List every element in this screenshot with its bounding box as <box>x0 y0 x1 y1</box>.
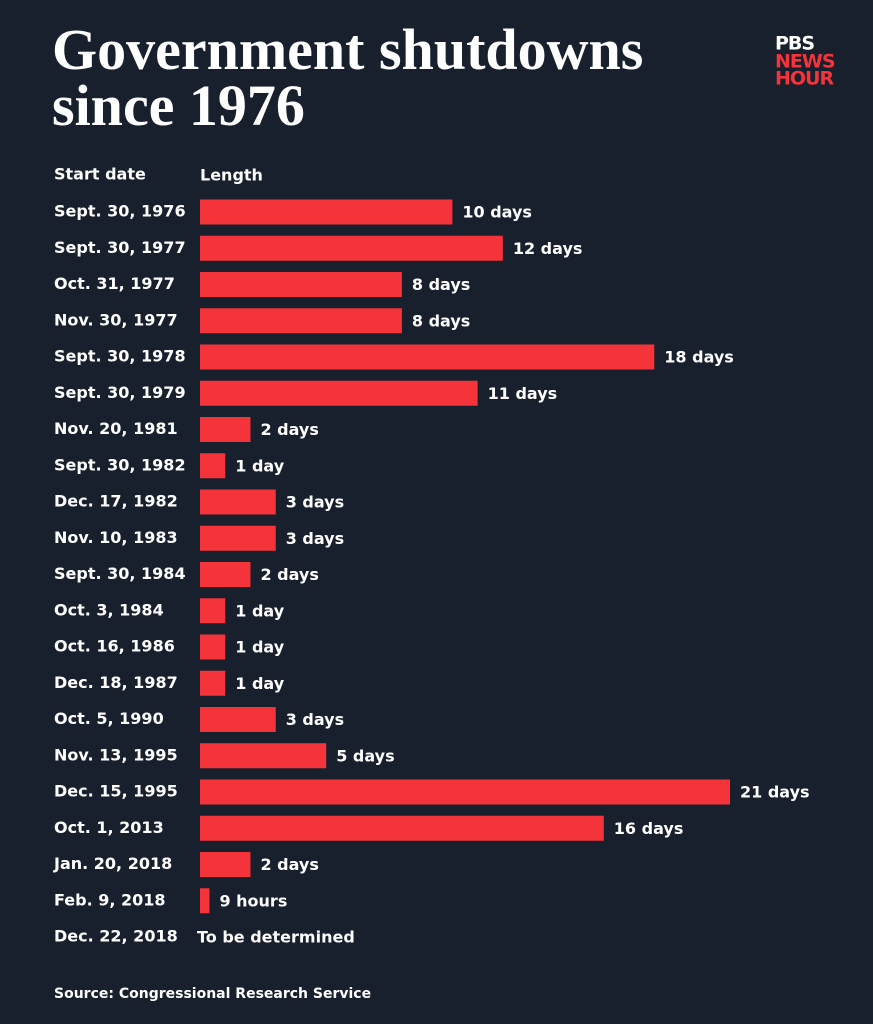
bar <box>200 888 210 914</box>
category-label: Dec. 17, 1982 <box>54 492 178 511</box>
bar <box>200 380 478 406</box>
category-label: Sept. 30, 1977 <box>54 238 186 257</box>
value-label: 8 days <box>412 275 470 294</box>
value-label: 12 days <box>513 239 583 258</box>
bar <box>200 235 503 261</box>
bar <box>200 308 402 334</box>
value-label: 2 days <box>260 855 318 874</box>
category-label: Nov. 30, 1977 <box>54 310 178 329</box>
value-label: 11 days <box>488 384 558 403</box>
category-label: Nov. 13, 1995 <box>54 745 178 764</box>
value-label: 1 day <box>235 638 284 657</box>
value-label: 9 hours <box>219 891 287 910</box>
bar <box>200 489 276 515</box>
category-label: Oct. 1, 2013 <box>54 818 164 837</box>
value-label: 1 day <box>235 456 284 475</box>
category-label: Sept. 30, 1979 <box>54 383 186 402</box>
value-label: 1 day <box>235 601 284 620</box>
value-label: 3 days <box>286 493 344 512</box>
bar <box>200 453 226 479</box>
category-label: Oct. 31, 1977 <box>54 274 175 293</box>
bar <box>200 272 402 297</box>
value-label: 2 days <box>260 565 318 584</box>
value-label: 5 days <box>336 746 394 765</box>
category-label: Jan. 20, 2018 <box>53 854 172 873</box>
bar <box>200 525 276 551</box>
category-label: Sept. 30, 1976 <box>54 202 186 221</box>
bar <box>200 815 604 841</box>
logo: PBS <box>775 33 814 55</box>
category-label: Sept. 30, 1978 <box>54 347 186 366</box>
category-label: Feb. 9, 2018 <box>54 890 166 909</box>
value-label: 18 days <box>664 348 734 367</box>
logo: NEWS <box>775 51 835 73</box>
value-label: 10 days <box>462 203 532 222</box>
category-label: Nov. 20, 1981 <box>54 419 178 438</box>
value-label: 3 days <box>286 710 344 729</box>
bar <box>200 779 730 805</box>
category-label: Sept. 30, 1982 <box>54 455 186 474</box>
category-label: Dec. 18, 1987 <box>54 673 178 692</box>
bar <box>200 670 226 696</box>
chart-title: Government shutdowns since 1976 <box>52 17 644 138</box>
category-label: Dec. 15, 1995 <box>54 782 178 801</box>
bar <box>200 417 251 442</box>
logo: HOUR <box>775 68 834 90</box>
bar <box>200 199 453 225</box>
value-label: To be determined <box>197 928 355 947</box>
bar <box>200 598 226 624</box>
value-label: 21 days <box>740 783 810 802</box>
bar <box>200 634 226 660</box>
bar <box>200 852 251 877</box>
value-label: 16 days <box>614 819 684 838</box>
bar <box>200 707 276 732</box>
category-label: Sept. 30, 1984 <box>54 564 186 583</box>
bar <box>200 743 327 769</box>
value-label: 8 days <box>412 311 470 330</box>
source: Source: Congressional Research Service <box>54 986 371 1002</box>
category-label: Oct. 16, 1986 <box>54 637 175 656</box>
bar <box>200 344 655 370</box>
value-label: 3 days <box>286 529 344 548</box>
category-label: Nov. 10, 1983 <box>54 528 178 547</box>
value-label: 2 days <box>260 420 318 439</box>
category-label: Dec. 22, 2018 <box>54 927 178 946</box>
bar <box>200 562 251 587</box>
category-label: Oct. 5, 1990 <box>54 709 164 728</box>
category-label: Oct. 3, 1984 <box>54 600 164 619</box>
value-label: 1 day <box>235 674 284 693</box>
column-header: Length <box>200 166 263 185</box>
column-header: Start date <box>54 165 146 184</box>
